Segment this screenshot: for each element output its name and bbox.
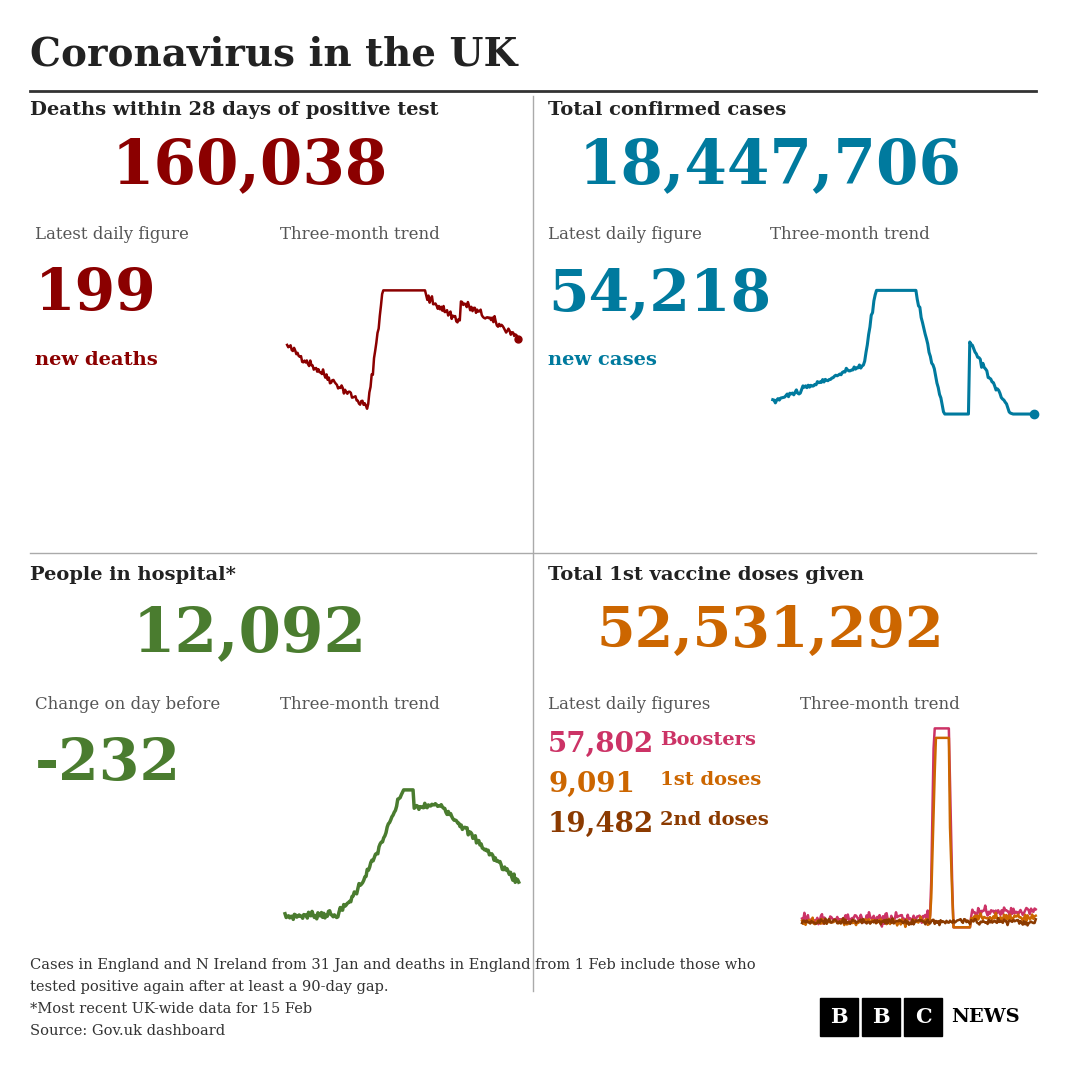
- Text: -232: -232: [35, 736, 181, 792]
- Text: *Most recent UK-wide data for 15 Feb: *Most recent UK-wide data for 15 Feb: [30, 1002, 312, 1016]
- Text: Boosters: Boosters: [660, 731, 756, 749]
- Text: B: B: [830, 1007, 847, 1027]
- Text: 9,091: 9,091: [548, 771, 635, 798]
- Text: Latest daily figures: Latest daily figures: [548, 696, 710, 713]
- Text: 57,802: 57,802: [548, 731, 655, 758]
- Text: Cases in England and N Ireland from 31 Jan and deaths in England from 1 Feb incl: Cases in England and N Ireland from 31 J…: [30, 958, 756, 972]
- Text: C: C: [915, 1007, 932, 1027]
- Text: Three-month trend: Three-month trend: [770, 226, 930, 243]
- Text: Three-month trend: Three-month trend: [280, 226, 440, 243]
- Text: NEWS: NEWS: [951, 1008, 1019, 1025]
- Text: 19,482: 19,482: [548, 811, 655, 838]
- Text: 52,531,292: 52,531,292: [596, 604, 943, 659]
- Bar: [820, 998, 858, 1036]
- Text: Coronavirus in the UK: Coronavirus in the UK: [30, 36, 517, 74]
- Text: Source: Gov.uk dashboard: Source: Gov.uk dashboard: [30, 1024, 225, 1038]
- Text: Change on day before: Change on day before: [35, 696, 221, 713]
- Text: 54,218: 54,218: [548, 266, 771, 322]
- Bar: [862, 998, 900, 1036]
- Text: Latest daily figure: Latest daily figure: [35, 226, 189, 243]
- Text: 12,092: 12,092: [133, 604, 367, 664]
- Text: Total 1st vaccine doses given: Total 1st vaccine doses given: [548, 566, 865, 584]
- Text: new deaths: new deaths: [35, 351, 158, 369]
- Text: People in hospital*: People in hospital*: [30, 566, 236, 584]
- Text: 1st doses: 1st doses: [660, 771, 761, 789]
- Text: Deaths within 28 days of positive test: Deaths within 28 days of positive test: [30, 101, 438, 119]
- Text: 18,447,706: 18,447,706: [579, 136, 962, 196]
- Text: tested positive again after at least a 90-day gap.: tested positive again after at least a 9…: [30, 980, 388, 994]
- Text: new cases: new cases: [548, 351, 657, 369]
- Text: Three-month trend: Three-month trend: [280, 696, 440, 713]
- Text: B: B: [872, 1007, 890, 1027]
- Text: 2nd doses: 2nd doses: [660, 811, 769, 829]
- Text: Total confirmed cases: Total confirmed cases: [548, 101, 787, 119]
- Text: Three-month trend: Three-month trend: [800, 696, 959, 713]
- Text: Latest daily figure: Latest daily figure: [548, 226, 701, 243]
- Text: 160,038: 160,038: [112, 136, 388, 196]
- Bar: [904, 998, 942, 1036]
- Text: 199: 199: [35, 266, 157, 322]
